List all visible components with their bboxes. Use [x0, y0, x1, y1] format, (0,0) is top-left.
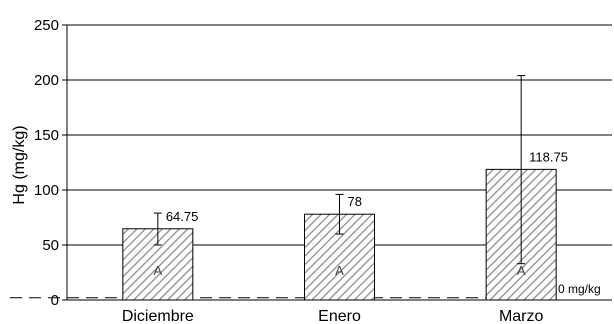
data-label: 118.75: [529, 149, 568, 164]
x-tick-label: Enero: [318, 308, 361, 324]
reference-line-label: 2.0 mg/kg: [548, 282, 601, 296]
group-label: A: [153, 263, 162, 278]
data-label: 78: [348, 194, 362, 209]
x-tick-label: Diciembre: [122, 308, 194, 324]
group-label: A: [335, 263, 344, 278]
y-tick-label: 100: [34, 182, 59, 199]
bars-group: 64.75 A 78 A 118.75 A: [122, 75, 568, 301]
data-label: 64.75: [166, 209, 199, 224]
y-tick-label: 150: [34, 127, 59, 144]
axes-group: 0 50 100 150 200 250 Diciembre Enero Marzo: [34, 17, 612, 324]
y-tick-label: 0: [51, 292, 59, 309]
y-tick-label: 200: [34, 72, 59, 89]
y-tick-label: 50: [42, 237, 59, 254]
y-tick-label: 250: [34, 17, 59, 34]
y-axis-label: Hg (mg/kg): [11, 125, 28, 204]
x-tick-label: Marzo: [499, 308, 544, 324]
group-label: A: [517, 263, 526, 278]
reference-line-group: 2.0 mg/kg: [10, 282, 601, 299]
